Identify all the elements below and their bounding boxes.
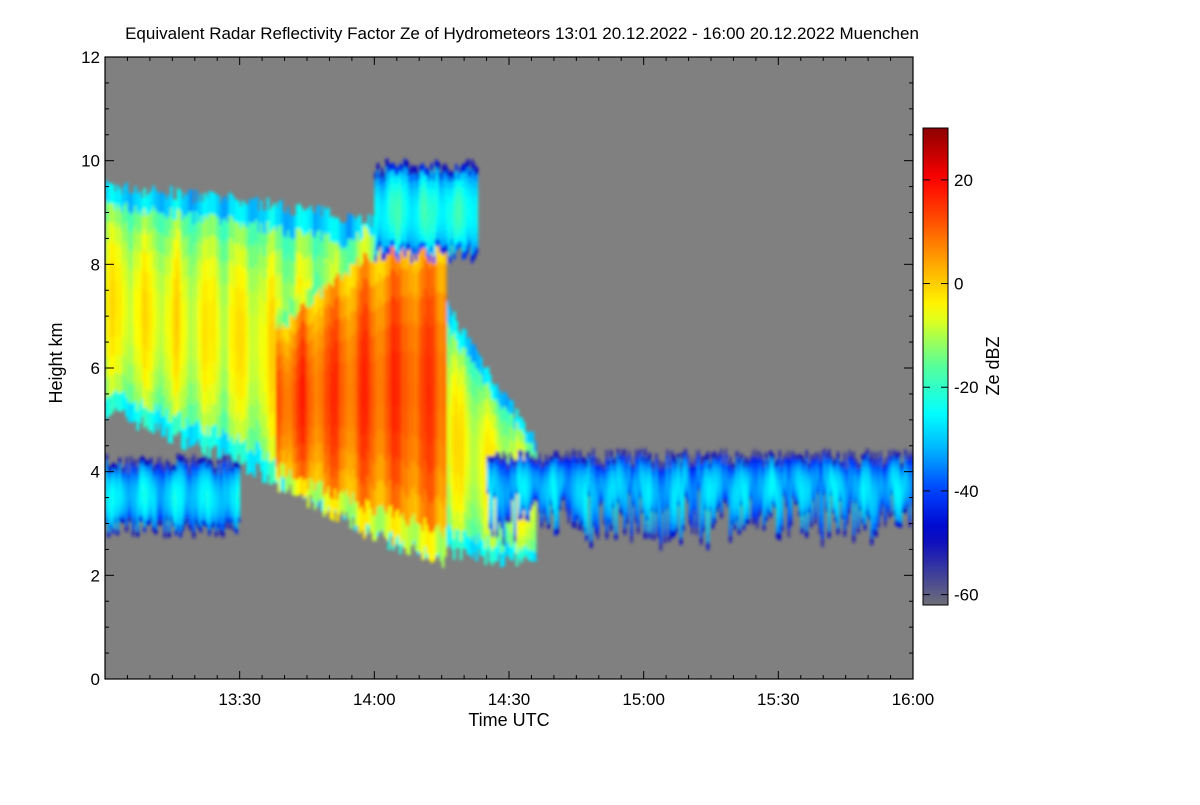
x-tick-label: 15:00: [622, 690, 665, 709]
chart-title: Equivalent Radar Reflectivity Factor Ze …: [125, 24, 919, 43]
colorbar-label: Ze dBZ: [983, 336, 1003, 395]
x-tick-label: 13:30: [218, 690, 261, 709]
y-tick-label: 4: [91, 463, 100, 482]
y-tick-label: 2: [91, 566, 100, 585]
x-tick-label: 14:30: [488, 690, 531, 709]
x-tick-label: 15:30: [757, 690, 800, 709]
x-tick-label: 16:00: [892, 690, 935, 709]
colorbar-tick-label: -40: [954, 482, 979, 501]
colorbar-tick-label: 20: [954, 171, 973, 190]
colorbar-tick-label: -60: [954, 586, 979, 605]
colorbar-tick-label: -20: [954, 378, 979, 397]
x-axis-label: Time UTC: [468, 710, 549, 730]
colorbar: [923, 128, 948, 605]
y-tick-label: 6: [91, 359, 100, 378]
x-tick-label: 14:00: [353, 690, 396, 709]
y-tick-label: 12: [81, 48, 100, 67]
y-tick-label: 8: [91, 255, 100, 274]
y-tick-label: 10: [81, 152, 100, 171]
colorbar-tick-label: 0: [954, 275, 963, 294]
y-tick-label: 0: [91, 670, 100, 689]
y-axis-label: Height km: [46, 322, 66, 403]
